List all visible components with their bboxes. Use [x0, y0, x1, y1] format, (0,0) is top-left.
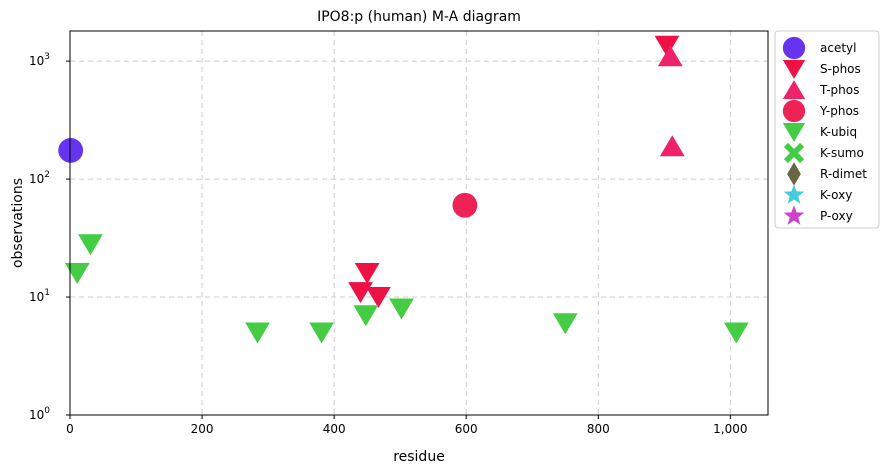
legend-label-acetyl: acetyl: [820, 41, 856, 55]
y-tick-label: 102: [29, 170, 50, 186]
legend-label-k-oxy: K-oxy: [820, 188, 852, 202]
data-points: [58, 35, 749, 344]
data-point-k-ubiq: [245, 322, 270, 344]
x-tick-label: 1,000: [713, 422, 747, 436]
data-point-k-ubiq: [64, 262, 90, 284]
x-tick-label: 800: [587, 422, 610, 436]
legend-label-r-dimet: R-dimet: [820, 167, 867, 181]
chart-title: IPO8:p (human) M-A diagram: [317, 9, 521, 25]
legend-marker-p-oxy: [783, 205, 805, 225]
data-point-s-phos: [348, 282, 373, 304]
grid: [69, 31, 768, 416]
plot-frame: [69, 30, 769, 416]
y-axis-label: observations: [10, 178, 26, 268]
data-point-k-ubiq: [389, 298, 414, 320]
data-point-k-ubiq: [552, 313, 578, 335]
y-tick-label: 101: [29, 288, 50, 304]
legend-frame: [774, 30, 880, 229]
legend-marker-k-sumo: [783, 142, 805, 164]
legend-label-k-sumo: K-sumo: [820, 146, 864, 160]
data-point-k-ubiq: [78, 234, 103, 256]
legend-label-k-ubiq: K-ubiq: [820, 125, 857, 139]
data-point-t-phos: [657, 45, 683, 67]
legend-marker-acetyl: [782, 36, 806, 60]
legend-marker-t-phos: [782, 80, 806, 99]
x-axis-ticks: 0 200 400 600 800 1,000: [66, 415, 748, 436]
data-point-k-ubiq: [309, 322, 334, 344]
y-tick-label: 103: [29, 52, 50, 68]
x-tick-label: 200: [191, 422, 214, 436]
legend: acetyl S-phos T-phos Y-phos K-ubiq K-sumo R-di…: [774, 30, 880, 229]
legend-marker-s-phos: [782, 60, 806, 79]
x-tick-label: 0: [66, 422, 74, 436]
data-point-s-phos: [354, 262, 380, 284]
y-tick-label: 100: [29, 406, 50, 422]
data-point-acetyl: [58, 138, 84, 163]
data-point-k-ubiq: [723, 322, 749, 344]
data-point-t-phos: [659, 135, 685, 157]
legend-marker-r-dimet: [787, 162, 801, 186]
legend-label-y-phos: Y-phos: [819, 104, 859, 118]
legend-label-t-phos: T-phos: [819, 83, 859, 97]
legend-marker-y-phos: [782, 99, 806, 123]
x-axis-label: residue: [393, 449, 445, 465]
legend-marker-k-oxy: [783, 184, 805, 204]
x-tick-label: 400: [323, 422, 346, 436]
data-point-k-ubiq: [353, 305, 379, 327]
data-point-s-phos: [654, 35, 680, 57]
legend-marker-k-ubiq: [782, 123, 806, 142]
legend-label-s-phos: S-phos: [820, 62, 861, 76]
legend-label-p-oxy: P-oxy: [820, 209, 853, 223]
x-tick-label: 600: [455, 422, 478, 436]
data-point-y-phos: [452, 192, 478, 218]
data-point-s-phos: [365, 287, 391, 309]
y-axis-ticks: 100 101 102 103: [29, 52, 70, 422]
